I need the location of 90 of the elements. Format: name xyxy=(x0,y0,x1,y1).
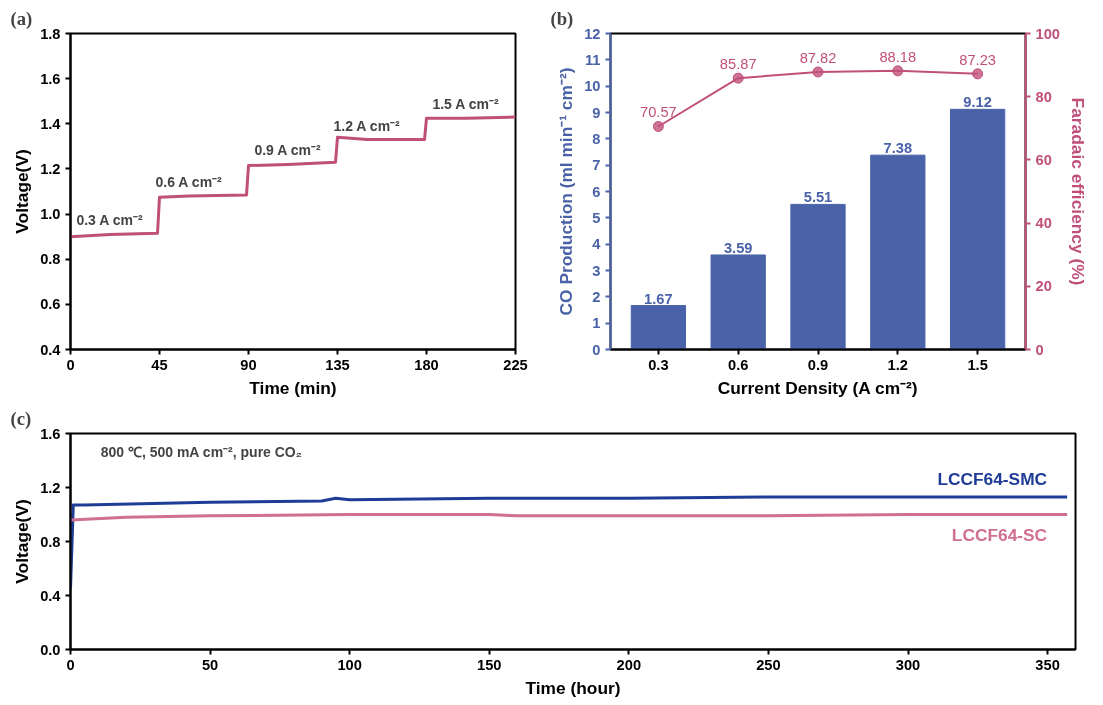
data-label: 70.57 xyxy=(640,104,677,121)
y-tick-label: 1.4 xyxy=(40,115,62,132)
bar xyxy=(710,254,766,350)
point xyxy=(812,66,824,78)
y-tick-label: 12 xyxy=(584,25,601,42)
y-tick-label: 0.4 xyxy=(40,341,62,358)
point xyxy=(972,68,984,80)
y-tick-label: 0.6 xyxy=(40,296,61,313)
x-tick-label: 350 xyxy=(1035,656,1060,673)
y-tick-label: 1.2 xyxy=(40,160,61,177)
y2-tick-label: 80 xyxy=(1035,88,1052,105)
x-tick-label: 100 xyxy=(337,656,362,673)
point xyxy=(892,65,904,77)
y-tick-label: 1.2 xyxy=(40,479,61,496)
data-label: 87.82 xyxy=(799,49,837,66)
y-tick-label: 1 xyxy=(592,315,601,332)
y-tick-label: 8 xyxy=(592,130,601,147)
y2-tick-label: 100 xyxy=(1035,25,1060,42)
chart-title: (c) xyxy=(10,407,32,430)
annotation: 0.3 A cm⁻² xyxy=(76,212,143,229)
y-tick-label: 9 xyxy=(592,104,601,121)
y2-tick-label: 20 xyxy=(1035,278,1052,295)
y-tick-label: 5 xyxy=(592,209,601,226)
x-tick-label: 300 xyxy=(895,656,921,673)
bar xyxy=(630,305,687,350)
annotation: 1.2 A cm⁻² xyxy=(333,117,401,134)
x-tick-label: 0.6 xyxy=(728,356,749,373)
x-tick-label: 250 xyxy=(756,656,781,673)
bar xyxy=(949,108,1006,350)
line-series xyxy=(70,115,516,239)
chart-title: (a) xyxy=(10,7,33,30)
x-axis-title: Time (min) xyxy=(249,377,337,398)
data-label: 3.59 xyxy=(723,239,753,256)
y2-tick-label: 0 xyxy=(1035,341,1044,358)
data-label: 87.23 xyxy=(959,51,996,68)
x-tick-label: 45 xyxy=(151,356,168,373)
y-tick-label: 0.8 xyxy=(40,251,61,268)
x-tick-label: 0.3 xyxy=(648,356,669,373)
data-label: 88.18 xyxy=(879,48,917,65)
data-label: 85.87 xyxy=(719,56,757,73)
x-tick-label: 0 xyxy=(66,656,75,673)
bar xyxy=(790,203,846,350)
x-tick-label: 180 xyxy=(414,356,439,373)
data-label: 7.38 xyxy=(883,140,913,157)
y-tick-label: 6 xyxy=(592,183,601,200)
x-tick-label: 0.9 xyxy=(807,356,829,373)
y-axis-title: Voltage(V) xyxy=(12,499,33,584)
y-tick-label: 0.8 xyxy=(40,533,61,550)
point xyxy=(732,72,744,84)
y-tick-label: 11 xyxy=(585,51,601,68)
y-tick-label: 7 xyxy=(592,157,601,174)
annotation: 0.9 A cm⁻² xyxy=(254,142,321,159)
x-tick-label: 0 xyxy=(66,356,75,373)
y-tick-label: 1.6 xyxy=(40,70,61,87)
x-tick-label: 150 xyxy=(477,656,502,673)
y-tick-label: 0 xyxy=(592,341,601,358)
x-axis-title: Time (hour) xyxy=(525,677,621,698)
y-axis-title: Voltage(V) xyxy=(12,149,33,234)
x-axis-title: Current Density (A cm⁻²) xyxy=(717,377,918,398)
annotation: 1.5 A cm⁻² xyxy=(432,96,499,113)
annotation: 800 ℃, 500 mA cm⁻², pure CO₂ xyxy=(100,444,302,461)
y-tick-label: 0.0 xyxy=(40,641,61,658)
bar xyxy=(870,154,926,350)
series-label: LCCF64-SMC xyxy=(937,468,1048,489)
y-tick-label: 1.6 xyxy=(40,425,61,442)
x-tick-label: 1.5 xyxy=(967,356,988,373)
y-tick-label: 4 xyxy=(592,236,602,253)
y2-tick-label: 60 xyxy=(1035,151,1052,168)
point xyxy=(652,121,664,132)
y2-tick-label: 40 xyxy=(1035,215,1052,232)
data-label: 1.67 xyxy=(644,290,673,307)
x-tick-label: 200 xyxy=(616,656,642,673)
y-tick-label: 1.8 xyxy=(40,25,61,42)
chart-title: (b) xyxy=(550,7,574,30)
y-tick-label: 0.4 xyxy=(40,587,62,604)
data-label: 9.12 xyxy=(963,94,992,111)
y-tick-label: 10 xyxy=(584,78,601,95)
x-tick-label: 1.2 xyxy=(887,356,908,373)
y-tick-label: 1.0 xyxy=(40,206,61,223)
x-tick-label: 225 xyxy=(503,356,528,373)
series-label: LCCF64-SC xyxy=(951,524,1048,545)
y-tick-label: 3 xyxy=(592,262,601,279)
y-axis-title: CO Production (ml min⁻¹ cm⁻²) xyxy=(556,67,577,316)
x-tick-label: 90 xyxy=(240,356,257,373)
y2-axis-title: Faradaic efficiency (%) xyxy=(1067,97,1088,286)
data-label: 5.51 xyxy=(803,189,833,206)
x-tick-label: 50 xyxy=(201,656,219,673)
annotation: 0.6 A cm⁻² xyxy=(155,174,223,191)
y-tick-label: 2 xyxy=(592,288,601,305)
x-tick-label: 135 xyxy=(325,356,350,373)
